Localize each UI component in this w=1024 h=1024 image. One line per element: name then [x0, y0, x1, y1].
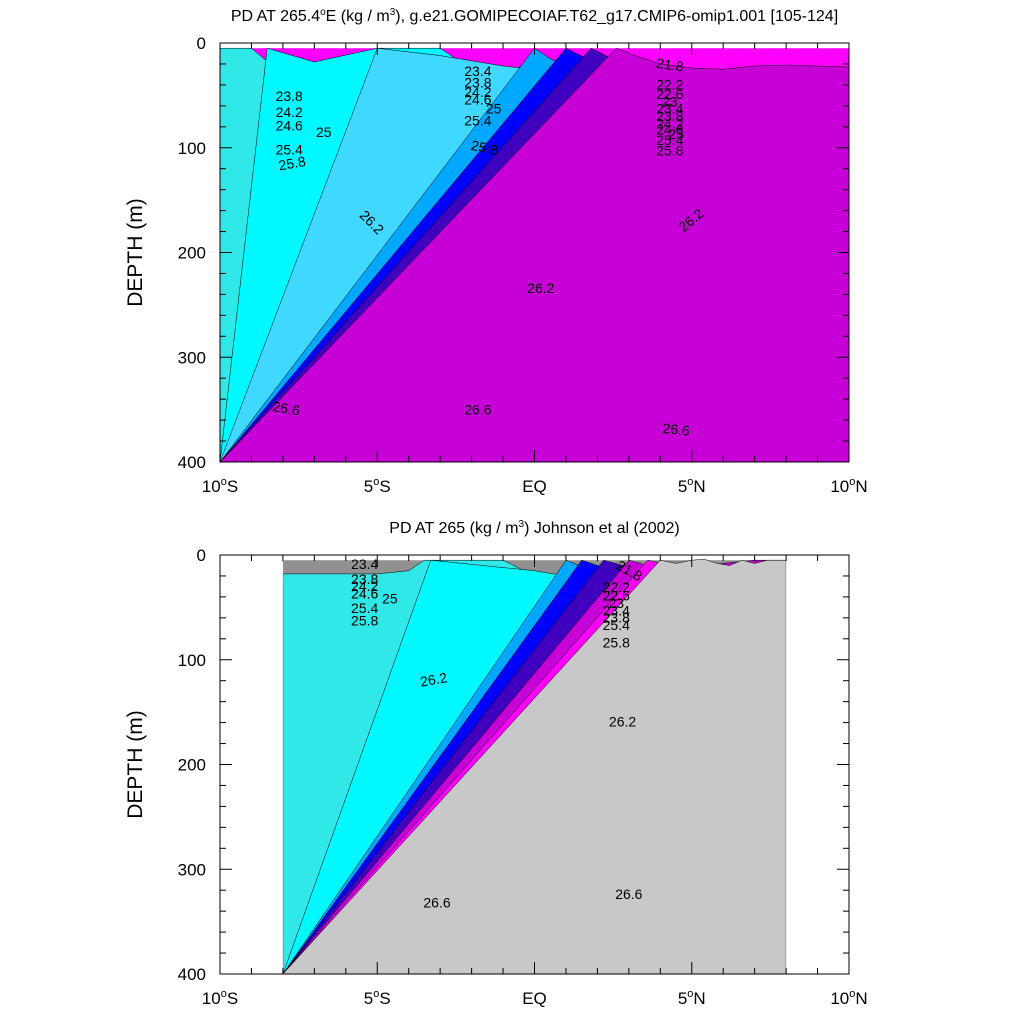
panel-1-contour-label-29: 26.6	[662, 420, 691, 439]
panel-1-contour-label-14: 26.2	[527, 280, 554, 296]
panel-1-x-tick-label-3: 5oN	[678, 476, 706, 496]
panel-1-contour-label-16: 22.2	[656, 77, 683, 93]
panel-2-contour-label-5: 25.4	[351, 600, 378, 616]
panel-1-y-tick-label-4: 400	[178, 453, 206, 472]
panel-2-y-tick-label-0: 0	[197, 546, 206, 565]
panel-2-contour-label-4: 25	[382, 591, 398, 607]
panel-1-y-tick-label-3: 300	[178, 348, 206, 367]
panel-1-contour-label-24: 25.4	[656, 132, 683, 148]
panel-1-contour-label-3: 25	[316, 124, 332, 140]
panel-1-x-tick-label-4: 10oN	[830, 476, 867, 496]
panel-2-y-tick-label-2: 200	[178, 756, 206, 775]
panel-1-contour-label-22: 24.6	[656, 122, 683, 138]
panel-2-y-tick-label-1: 100	[178, 651, 206, 670]
panel-1-contour-label-10: 24.6	[464, 91, 491, 107]
panel-1-contour-label-15: 21.8	[655, 55, 684, 75]
panel-2-y-tick-label-3: 300	[178, 860, 206, 879]
panel-1-contour-label-28: 26.6	[464, 401, 491, 417]
panel-2-x-tick-label-2: EQ	[522, 989, 547, 1008]
panel-1-x-tick-label-2: EQ	[522, 477, 547, 496]
panel-1-y-tick-label-2: 200	[178, 244, 206, 263]
panel-2-x-tick-label-4: 10oN	[830, 988, 867, 1008]
panel-1-contour-label-19: 23.4	[656, 101, 683, 117]
panel-1-contour-label-21: 24.2	[656, 115, 683, 131]
panel-1-contour-label-9: 24.2	[464, 84, 491, 100]
panel-1-contour-label-25: 25.8	[656, 143, 683, 159]
panel-1-contour-label-5: 25.8	[277, 153, 307, 174]
panel-2-contour-label-6: 25.8	[351, 613, 378, 629]
panel-2-title: PD AT 265 (kg / m3) Johnson et al (2002)	[389, 519, 679, 537]
panel-2-y-axis-label: DEPTH (m)	[124, 710, 147, 819]
panel-2-contour-label-14: 25.4	[603, 617, 630, 633]
panel-2-contour-label-9: 22.2	[603, 579, 630, 595]
panel-2-x-tick-label-0: 10oS	[202, 988, 238, 1008]
panel-1-contour-label-12: 25.4	[464, 112, 491, 128]
panel-2: 23.423.824.224.6 2525.425.826.221.822.222…	[124, 519, 868, 1008]
panel-2-contour-label-1: 23.8	[351, 571, 378, 587]
panel-1-contour-label-23: 25	[668, 126, 684, 142]
panel-2-contour-label-11: 23	[608, 595, 624, 611]
panel-2-contour-label-3: 24.6	[351, 586, 378, 602]
panel-2-contour-label-0: 23.4	[351, 556, 378, 572]
panel-2-contour-label-12: 23.4	[603, 602, 630, 618]
panel-1-x-tick-label-1: 5oS	[364, 476, 391, 496]
panel-2-contour-label-10: 22.6	[603, 588, 630, 604]
panel-1-contour-label-7: 23.4	[464, 63, 491, 79]
panel-1-contour-label-11: 25	[486, 101, 502, 117]
panel-1-x-tick-label-0: 10oS	[202, 476, 238, 496]
panel-2-y-tick-label-4: 400	[178, 965, 206, 984]
panel-1-contour-label-27: 26.6	[271, 398, 301, 419]
panel-1-y-tick-label-1: 100	[178, 139, 206, 158]
panel-2-contour-label-15: 25.8	[603, 635, 630, 651]
panel-2-contour-label-13: 23.8	[603, 610, 630, 626]
panel-2-contour-label-2: 24.2	[351, 578, 378, 594]
panel-1-contour-label-4: 25.4	[276, 142, 303, 158]
panel-2-x-tick-label-3: 5oN	[678, 988, 706, 1008]
panel-1-contour-label-13: 25.8	[469, 137, 499, 158]
panel-2-x-tick-label-1: 5oS	[364, 988, 391, 1008]
panel-2-contour-label-7: 26.2	[419, 669, 449, 690]
panel-1: 23.824.224.6 2525.425.826.223.423.824.224…	[124, 7, 868, 496]
panel-2-contour-label-18: 26.6	[615, 886, 642, 902]
panel-1-y-axis-label: DEPTH (m)	[124, 198, 147, 307]
panel-1-title: PD AT 265.4oE (kg / m3), g.e21.GOMIPECOI…	[231, 7, 838, 25]
panel-2-contour-label-16: 26.2	[609, 713, 636, 729]
panel-1-contour-label-17: 22.6	[656, 86, 683, 102]
panel-2-contour-label-17: 26.6	[423, 895, 450, 911]
panel-1-contour-label-20: 23.8	[656, 108, 683, 124]
panel-1-contour-label-8: 23.8	[464, 75, 491, 91]
panel-1-contour-label-2: 24.6	[276, 118, 303, 134]
panel-1-contour-label-0: 23.8	[276, 88, 303, 104]
panel-1-contour-label-1: 24.2	[276, 104, 303, 120]
panel-1-y-tick-label-0: 0	[197, 34, 206, 53]
panel-1-contour-label-18: 23	[662, 93, 678, 109]
